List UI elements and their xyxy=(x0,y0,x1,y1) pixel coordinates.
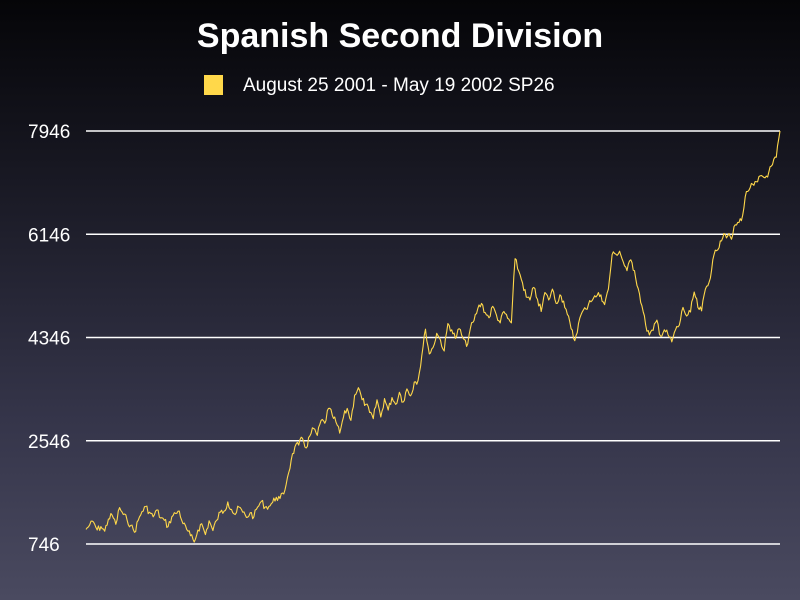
legend-swatch xyxy=(204,75,223,95)
legend-label: August 25 2001 - May 19 2002 SP26 xyxy=(243,75,555,96)
series-line xyxy=(85,130,781,543)
y-tick-label: 2546 xyxy=(28,432,70,453)
y-tick-label: 746 xyxy=(28,535,60,556)
y-tick-label: 6146 xyxy=(28,225,70,246)
gridlines xyxy=(86,130,780,545)
y-tick-label: 7946 xyxy=(28,122,70,143)
y-tick-label: 4346 xyxy=(28,329,70,350)
chart-title: Spanish Second Division xyxy=(197,17,603,55)
legend: August 25 2001 - May 19 2002 SP26 xyxy=(204,75,555,96)
y-axis-tick-labels: 746 2546 4346 6146 7946 xyxy=(28,122,70,556)
